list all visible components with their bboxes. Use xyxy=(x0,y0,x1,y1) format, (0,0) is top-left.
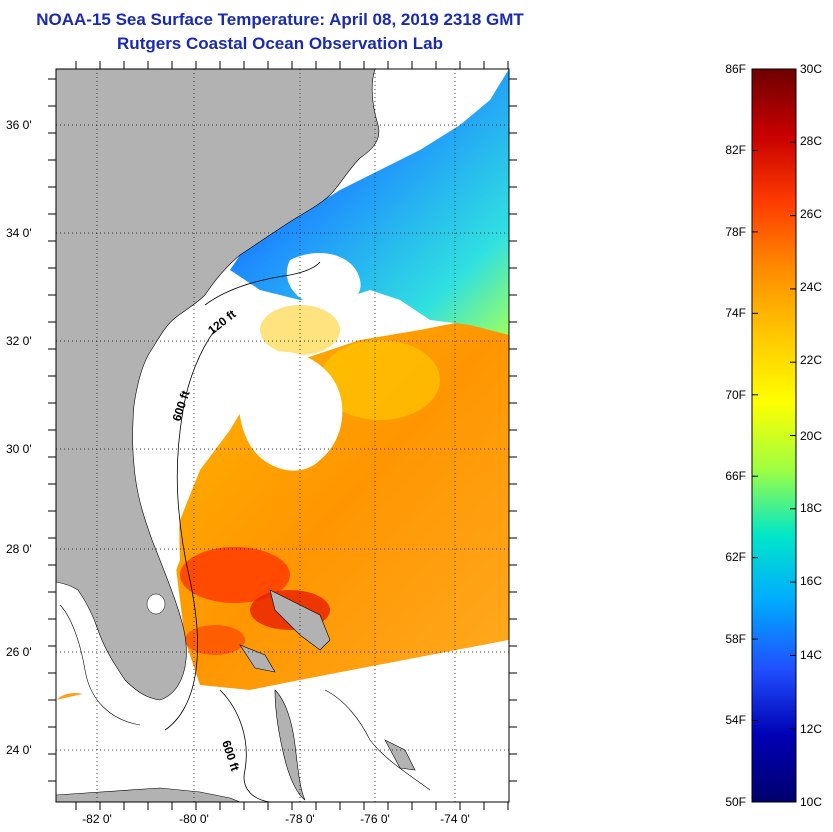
lat-label: 28 0' xyxy=(6,542,32,556)
lat-label: 34 0' xyxy=(6,226,32,240)
land-bahamas xyxy=(384,739,416,771)
depth-contour-120ft xyxy=(204,261,321,306)
colorbar-c-label: 10C xyxy=(800,795,822,809)
cloud-mask xyxy=(238,351,343,471)
depth-contour-600ft xyxy=(219,689,271,802)
colorbar-c-label: 30C xyxy=(800,62,822,76)
colorbar-f-label: 54F xyxy=(725,713,746,727)
cloud-mask xyxy=(286,252,361,307)
colorbar-c-label: 24C xyxy=(800,280,822,294)
colorbar-c-label: 28C xyxy=(800,134,822,148)
lon-label: -78 0' xyxy=(285,812,315,826)
land-cuba xyxy=(56,787,241,802)
sst-warm-patch xyxy=(320,340,440,420)
colorbar-f-label: 74F xyxy=(725,306,746,320)
colorbar-f-label: 78F xyxy=(725,225,746,239)
sst-hot-patch xyxy=(185,625,245,655)
depth-contour xyxy=(324,689,431,791)
lon-label: -76 0' xyxy=(360,812,390,826)
colorbar-c-label: 14C xyxy=(800,648,822,662)
lat-label: 32 0' xyxy=(6,334,32,348)
map-frame xyxy=(55,68,510,803)
lake-okeechobee xyxy=(146,593,166,615)
land-us-southeast xyxy=(56,69,380,701)
lat-label: 36 0' xyxy=(6,118,32,132)
lon-label: -74 0' xyxy=(440,812,470,826)
colorbar-f-label: 50F xyxy=(725,795,746,809)
colorbar-f-label: 58F xyxy=(725,632,746,646)
temperature-colorbar xyxy=(751,68,797,803)
colorbar-c-label: 12C xyxy=(800,722,822,736)
colorbar-c-label: 26C xyxy=(800,207,822,221)
frame-ticks xyxy=(48,61,517,810)
map-subtitle: Rutgers Coastal Ocean Observation Lab xyxy=(117,34,443,53)
colorbar-f-label: 62F xyxy=(725,550,746,564)
colorbar-c-label: 16C xyxy=(800,574,822,588)
colorbar-c-label: 20C xyxy=(800,429,822,443)
colorbar-c-label: 18C xyxy=(800,501,822,515)
colorbar-c-label: 22C xyxy=(800,353,822,367)
land-bahamas xyxy=(274,689,306,801)
sst-hot-patch xyxy=(180,547,290,603)
colorbar-f-label: 70F xyxy=(725,388,746,402)
map-title: NOAA-15 Sea Surface Temperature: April 0… xyxy=(36,10,524,29)
lat-label: 30 0' xyxy=(6,442,32,456)
colorbar-f-label: 66F xyxy=(725,469,746,483)
land-bahamas xyxy=(269,589,331,651)
colorbar-f-label: 86F xyxy=(725,62,746,76)
shelf-nodata xyxy=(139,280,230,600)
lat-label: 24 0' xyxy=(6,743,32,757)
colorbar-ticks xyxy=(752,68,796,803)
lon-label: -82 0' xyxy=(82,812,112,826)
depth-contour-600ft xyxy=(164,329,216,731)
colorbar-f-label: 82F xyxy=(725,143,746,157)
lat-label: 26 0' xyxy=(6,645,32,659)
depth-contour xyxy=(59,604,141,726)
cloud-mask xyxy=(200,396,233,439)
lon-label: -80 0' xyxy=(179,812,209,826)
